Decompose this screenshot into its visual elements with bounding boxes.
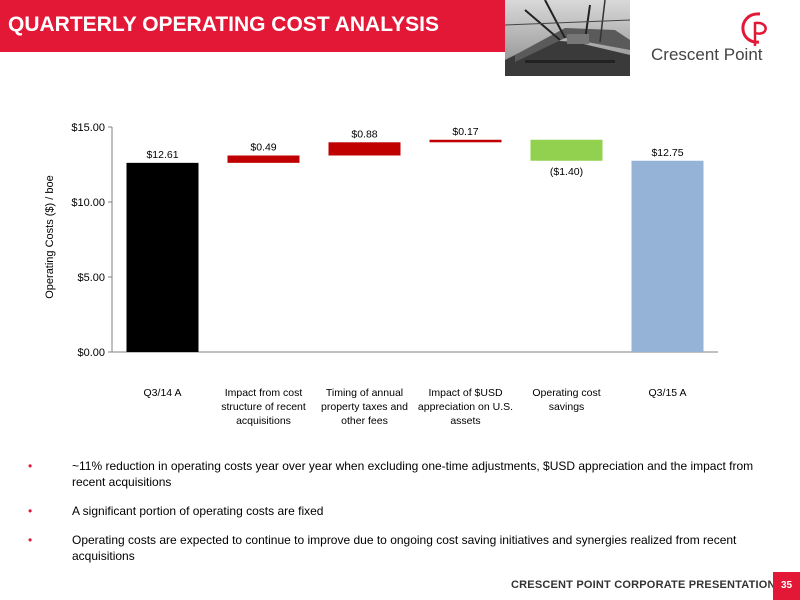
x-tick-label-line: other fees — [341, 415, 388, 427]
bullet-icon: • — [28, 459, 33, 473]
y-axis-label: Operating Costs ($) / boe — [44, 175, 56, 299]
bullet-icon: • — [28, 533, 33, 547]
x-tick-label-line: Q3/14 A — [144, 387, 182, 399]
x-tick-label: Timing of annual property taxes and other … — [321, 387, 408, 427]
bullet-item: • ~11% reduction in operating costs year … — [28, 458, 778, 490]
bullet-text: A significant portion of operating costs… — [72, 504, 324, 518]
x-tick-label-line: structure of recent — [221, 401, 306, 413]
bullet-item: • Operating costs are expected to continu… — [28, 532, 778, 564]
bar — [530, 139, 603, 161]
x-tick-label: Impact from cost structure of recent acqui… — [221, 387, 306, 427]
x-tick-label-line: appreciation on U.S. — [418, 401, 513, 413]
data-label: $0.49 — [250, 142, 276, 154]
x-tick-label-line: acquisitions — [236, 415, 291, 427]
bullet-text: ~11% reduction in operating costs year o… — [72, 459, 754, 489]
bullet-list: • ~11% reduction in operating costs year … — [28, 458, 778, 577]
x-tick-label: Q3/15 A — [649, 387, 687, 399]
title-bar: QUARTERLY OPERATING COST ANALYSIS — [0, 0, 505, 52]
x-tick-label: Q3/14 A — [144, 387, 182, 399]
bar — [126, 162, 199, 352]
data-label: $12.61 — [146, 149, 178, 161]
crescent-point-logo-icon — [738, 10, 774, 48]
company-logo-text: Crescent Point — [651, 45, 763, 64]
y-tick-label: $10.00 — [71, 197, 105, 209]
y-tick-label: $15.00 — [71, 122, 105, 134]
data-label: ($1.40) — [550, 166, 583, 178]
data-label: $0.88 — [351, 128, 377, 140]
data-label: $0.17 — [452, 126, 478, 138]
waterfall-chart: $0.00 $5.00 $10.00 $15.00 $12.61 Q3/14 A $0.4… — [71, 122, 718, 427]
page-number: 35 — [773, 572, 800, 600]
y-tick-label: $5.00 — [77, 272, 105, 284]
data-label: $12.75 — [651, 147, 683, 159]
slide-title: QUARTERLY OPERATING COST ANALYSIS — [8, 13, 439, 36]
x-tick-label-line: Impact of $USD — [428, 387, 503, 399]
bar — [429, 139, 502, 143]
x-tick-label: Operating cost savings — [532, 387, 600, 413]
bullet-text: Operating costs are expected to continue… — [72, 533, 737, 563]
x-tick-label: Impact of $USD appreciation on U.S. assets — [418, 387, 513, 427]
bar — [631, 160, 704, 352]
x-tick-label-line: assets — [450, 415, 480, 427]
bar — [227, 155, 300, 163]
bar — [328, 142, 401, 156]
x-tick-label-line: Q3/15 A — [649, 387, 687, 399]
x-tick-label-line: Impact from cost — [225, 387, 303, 399]
drilling-rig-photo — [505, 0, 630, 76]
bullet-icon: • — [28, 504, 33, 518]
x-tick-label-line: property taxes and — [321, 401, 408, 413]
x-tick-label-line: Operating cost — [532, 387, 600, 399]
bullet-item: • A significant portion of operating cost… — [28, 503, 778, 519]
x-tick-label-line: savings — [549, 401, 585, 413]
y-tick-label: $0.00 — [77, 347, 105, 359]
footer-text: CRESCENT POINT CORPORATE PRESENTATION — [511, 579, 776, 591]
x-tick-label-line: Timing of annual — [326, 387, 403, 399]
